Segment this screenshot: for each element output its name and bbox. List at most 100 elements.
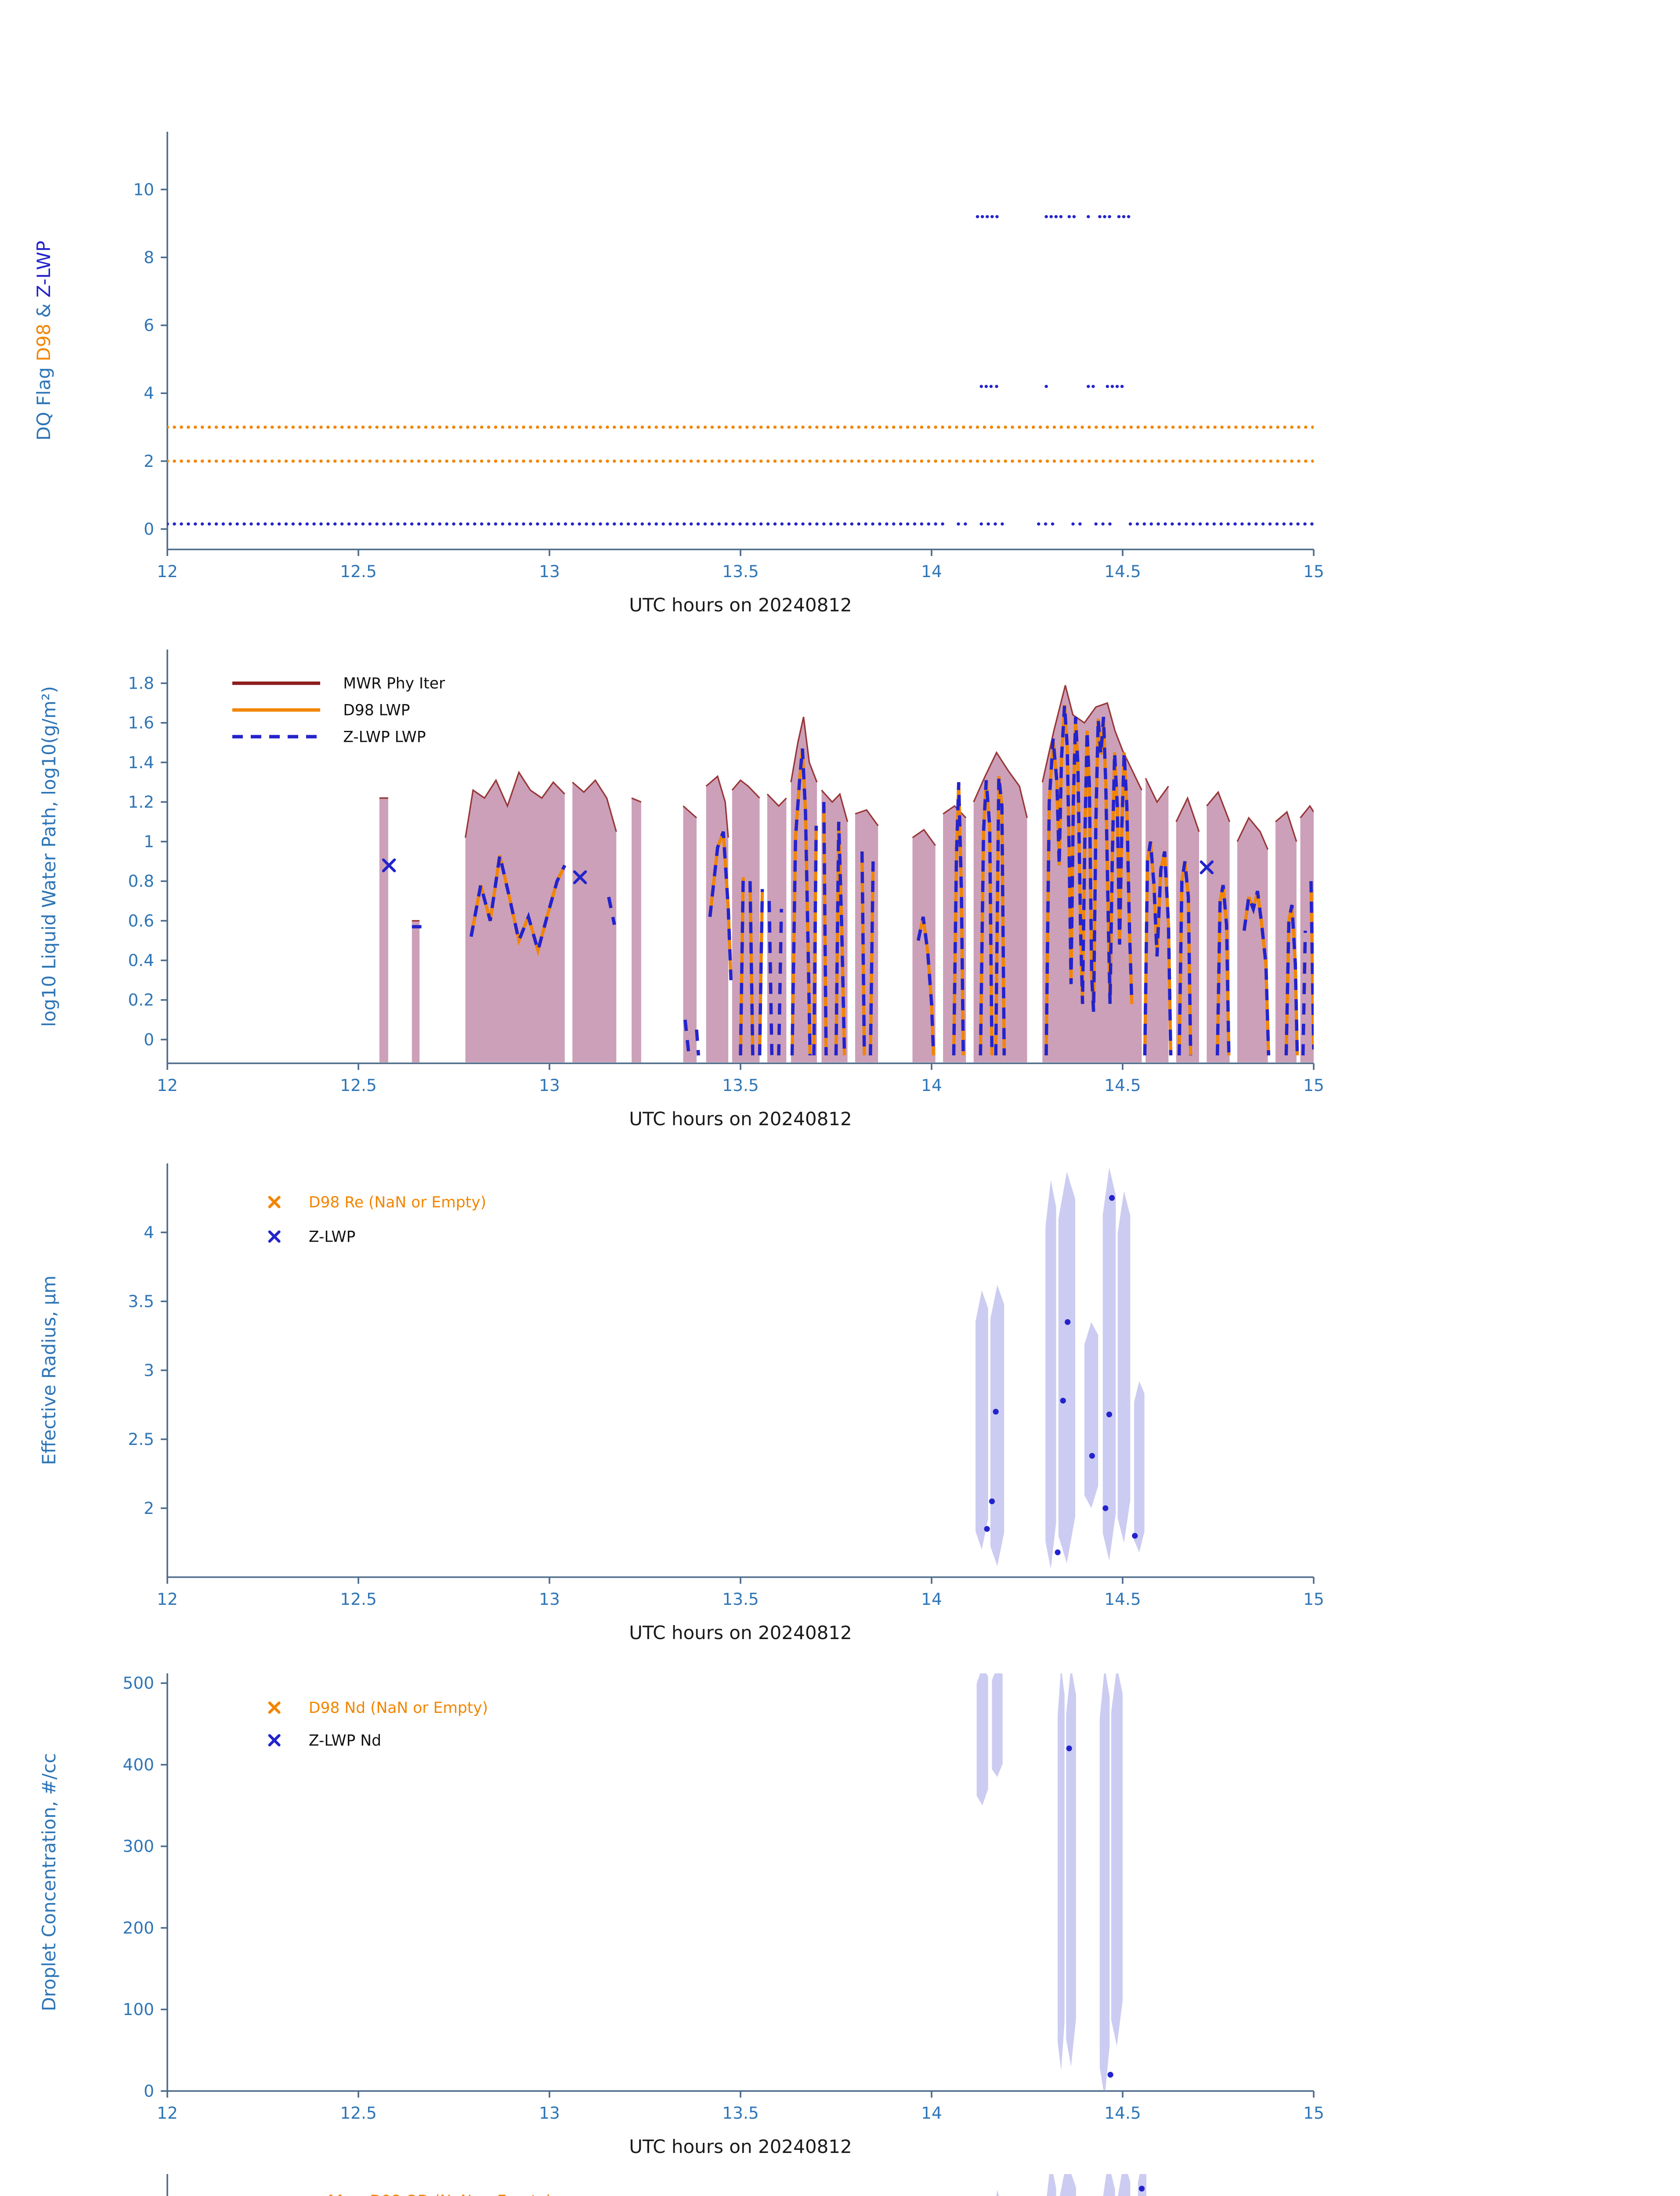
legend-label: D98 LWP bbox=[343, 701, 410, 719]
zlwp-data-point bbox=[1066, 1745, 1072, 1752]
zlwp-x-marker bbox=[1199, 860, 1214, 874]
plot-data bbox=[379, 685, 1314, 1062]
x-tick-label: 13 bbox=[539, 2103, 560, 2123]
y-tick-label: 1.8 bbox=[128, 674, 154, 693]
y-tick-label: 1.2 bbox=[128, 792, 154, 812]
axes bbox=[161, 132, 1315, 556]
zlwp-data-point bbox=[1065, 1319, 1071, 1325]
retrieval-uncertainty-band bbox=[1102, 1167, 1116, 1561]
mwr-phy-iter-line bbox=[1175, 796, 1200, 832]
mwr-fill-region bbox=[767, 794, 787, 1062]
x-marker-stroke bbox=[268, 1734, 281, 1747]
retrieval-uncertainty-band bbox=[990, 1285, 1004, 1566]
plot-data bbox=[975, 1167, 1145, 1569]
zlwp-data-point bbox=[1102, 1505, 1109, 1511]
retrieval-uncertainty-band bbox=[1103, 2174, 1115, 2196]
zlwp-lwp-line bbox=[1284, 904, 1299, 1056]
y-axis-label: Droplet Concentration, #/cc bbox=[38, 1753, 60, 2012]
y-tick-label: 0.6 bbox=[128, 911, 154, 930]
retrieval-uncertainty-band bbox=[996, 2190, 999, 2196]
x-tick-label: 14.5 bbox=[1104, 1589, 1141, 1609]
y-tick-label: 1 bbox=[144, 832, 154, 851]
y-tick-label: 3.5 bbox=[128, 1292, 154, 1311]
mwr-fill-region bbox=[683, 806, 697, 1062]
zlwp-lwp-line bbox=[758, 889, 764, 1056]
x-tick-label: 12 bbox=[157, 1076, 178, 1095]
y-tick-label: 400 bbox=[123, 1755, 154, 1774]
retrieval-uncertainty-band bbox=[975, 1290, 988, 1550]
mwr-phy-iter-line bbox=[912, 828, 936, 846]
mwr-phy-iter-line bbox=[821, 789, 849, 822]
x-tick-label: 15 bbox=[1303, 1589, 1324, 1609]
y-axis-label: log10 Liquid Water Path, log10(g/m²) bbox=[38, 686, 60, 1027]
retrieval-uncertainty-band bbox=[1047, 2174, 1056, 2196]
x-tick-label: 15 bbox=[1303, 1076, 1324, 1095]
legend: MWR Phy Iter D98 LWP Z-LWP LWP bbox=[232, 675, 445, 746]
zlwp-data-point bbox=[1055, 1549, 1061, 1556]
y-tick-label: 6 bbox=[144, 316, 154, 335]
y-tick-label: 8 bbox=[144, 248, 154, 267]
y-tick-label: 0.4 bbox=[128, 951, 154, 970]
x-tick-label: 12 bbox=[157, 2103, 178, 2123]
zlwp-x-marker bbox=[573, 870, 587, 885]
mwr-fill-region bbox=[572, 780, 617, 1062]
zlwp-data-point bbox=[1106, 1411, 1113, 1418]
panel-droplet-concentration: 12 12.5 13 13.5 14 14.5 15 0 100 200 300 400 500 UTC … bbox=[38, 1673, 1324, 2157]
y-tick-label: 100 bbox=[123, 2000, 154, 2019]
x-marker-stroke bbox=[382, 858, 396, 873]
retrieval-uncertainty-band bbox=[1134, 1381, 1145, 1553]
x-marker-stroke bbox=[268, 1196, 281, 1208]
plot-data bbox=[167, 215, 1314, 526]
y-tick-label: 2 bbox=[144, 451, 154, 471]
zlwp-lwp-line bbox=[979, 780, 994, 1056]
mwr-phy-iter-line bbox=[631, 797, 642, 803]
zlwp-lwp-line bbox=[952, 782, 965, 1056]
y-axis-label-part: Effective Radius, μm bbox=[38, 1275, 60, 1465]
legend-x-marker bbox=[268, 1734, 281, 1747]
retrieval-uncertainty-band bbox=[1084, 1322, 1098, 1508]
d98-lwp-line bbox=[869, 861, 875, 1056]
zlwp-lwp-line bbox=[1044, 704, 1134, 1056]
y-tick-label: 0 bbox=[144, 2081, 154, 2101]
zlwp-lwp-line bbox=[767, 901, 774, 1056]
y-tick-label: 0 bbox=[144, 1030, 154, 1049]
zlwp-lwp-line bbox=[994, 776, 1006, 1056]
zlwp-lwp-line bbox=[607, 896, 616, 925]
mwr-phy-iter-line bbox=[731, 779, 760, 799]
x-tick-label: 14.5 bbox=[1104, 2103, 1141, 2123]
zlwp-data-point bbox=[1060, 1398, 1066, 1404]
y-axis-label-part: & bbox=[33, 298, 54, 324]
x-tick-label: 12 bbox=[157, 562, 178, 581]
mwr-phy-iter-line bbox=[973, 751, 1028, 818]
retrieval-uncertainty-band bbox=[976, 1673, 988, 1806]
mwr-phy-iter-line bbox=[683, 805, 697, 819]
mwr-phy-iter-line bbox=[790, 716, 818, 783]
x-tick-label: 12.5 bbox=[340, 1589, 377, 1609]
y-tick-label: 1.6 bbox=[128, 713, 154, 733]
zlwp-data-point bbox=[1107, 2072, 1113, 2078]
zlwp-lwp-line bbox=[748, 881, 755, 1056]
mwr-phy-iter-line bbox=[464, 770, 565, 838]
retrieval-uncertainty-band bbox=[1066, 1673, 1076, 2067]
x-tick-label: 15 bbox=[1303, 2103, 1324, 2123]
y-tick-label: 0 bbox=[144, 520, 154, 539]
y-axis-label: Effective Radius, μm bbox=[38, 1275, 60, 1465]
zlwp-lwp-line bbox=[1309, 881, 1314, 1050]
y-axis-label-part: Droplet Concentration, #/cc bbox=[38, 1753, 60, 2012]
y-tick-label: 2.5 bbox=[128, 1430, 154, 1449]
legend-label: Z-LWP LWP bbox=[343, 728, 426, 746]
legend-label: MWR Phy Iter bbox=[343, 675, 445, 693]
legend: D98 Re (NaN or Empty) Z-LWP bbox=[268, 1194, 486, 1246]
axes bbox=[161, 1673, 1315, 2098]
legend: D98 OD (NaN or Empty)Z-LWP Nd bbox=[329, 2192, 552, 2196]
legend-label: D98 OD (NaN or Empty) bbox=[370, 2192, 552, 2196]
legend-x-marker bbox=[268, 1701, 281, 1714]
panel-dq-flag: 12 12.5 13 13.5 14 14.5 15 0 2 4 6 8 10 UTC hours on … bbox=[33, 132, 1324, 616]
retrieval-uncertainty-band bbox=[1099, 1673, 1110, 2091]
zlwp-x-marker bbox=[382, 858, 396, 873]
retrieval-uncertainty-band bbox=[1118, 2174, 1131, 2196]
x-tick-label: 14.5 bbox=[1104, 1076, 1141, 1095]
